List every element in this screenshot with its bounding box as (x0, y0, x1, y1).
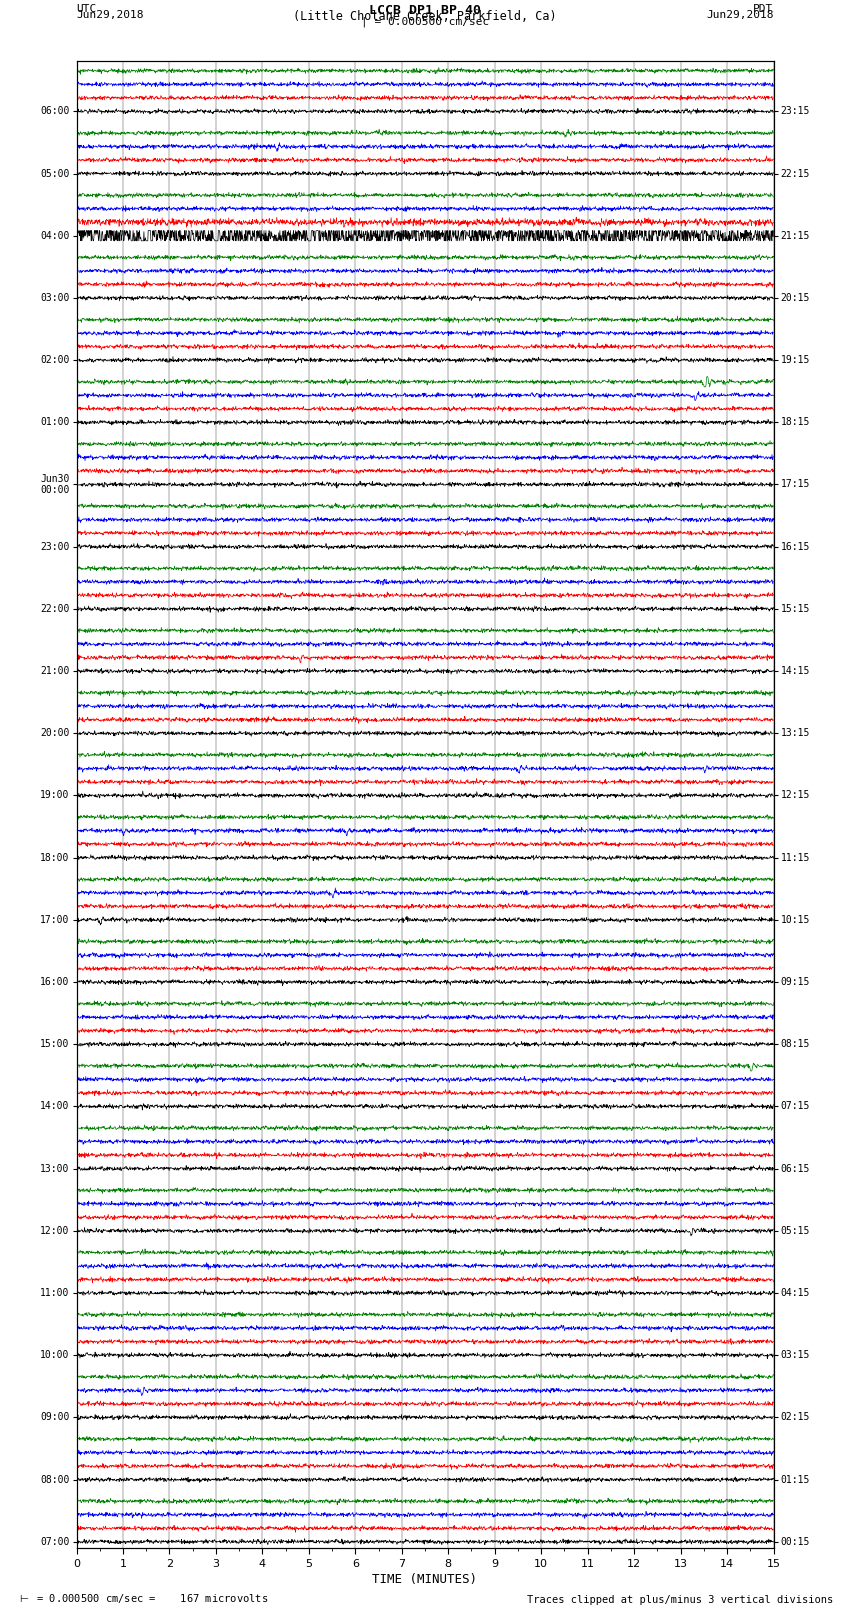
Text: Traces clipped at plus/minus 3 vertical divisions: Traces clipped at plus/minus 3 vertical … (527, 1595, 833, 1605)
Text: PDT: PDT (753, 5, 774, 15)
Text: UTC: UTC (76, 5, 97, 15)
Text: Jun29,2018: Jun29,2018 (76, 11, 144, 21)
Text: $\vdash$ = 0.000500 cm/sec =    167 microvolts: $\vdash$ = 0.000500 cm/sec = 167 microvo… (17, 1592, 269, 1605)
Text: (Little Cholane Creek, Parkfield, Ca): (Little Cholane Creek, Parkfield, Ca) (293, 11, 557, 24)
Text: Jun29,2018: Jun29,2018 (706, 11, 774, 21)
Text: LCCB DP1 BP 40: LCCB DP1 BP 40 (369, 5, 481, 18)
Text: | = 0.000500 cm/sec: | = 0.000500 cm/sec (361, 18, 489, 27)
X-axis label: TIME (MINUTES): TIME (MINUTES) (372, 1573, 478, 1586)
